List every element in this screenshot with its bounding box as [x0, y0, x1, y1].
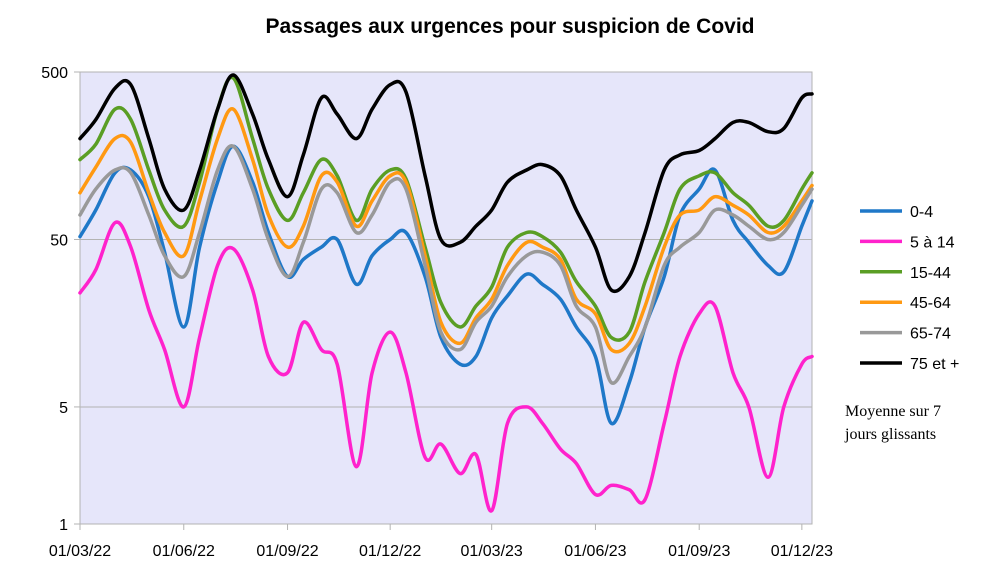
legend: 0-4 5 à 14 15-44 45-64 65-74 75 et +	[860, 204, 959, 373]
series-line-2	[78, 75, 814, 342]
x-tick-label: 01/06/22	[153, 543, 215, 560]
y-tick-label: 1	[59, 517, 68, 534]
chart-title: Passages aux urgences pour suspicion de …	[266, 15, 755, 38]
x-axis: 01/03/22 01/06/22 01/09/22 01/12/22 01/03/23…	[49, 524, 833, 560]
series-line-4	[78, 144, 814, 385]
y-tick-label: 500	[41, 65, 68, 82]
x-tick-label: 01/12/22	[359, 543, 421, 560]
legend-label: 75 et +	[910, 356, 959, 373]
legend-label: 0-4	[910, 204, 933, 221]
legend-label: 65-74	[910, 326, 951, 343]
x-tick-label: 01/03/23	[461, 543, 523, 560]
series-line-3	[78, 107, 814, 354]
series-line-1	[78, 220, 814, 513]
x-tick-label: 01/09/22	[256, 543, 318, 560]
series-line-0	[78, 144, 814, 426]
x-tick-label: 01/12/23	[771, 543, 833, 560]
annotation-line-1: Moyenne sur 7	[845, 403, 941, 420]
annotation-line-2: jours glissants	[844, 426, 936, 443]
y-axis: 1 5 50 500	[41, 65, 80, 534]
y-tick-label: 5	[59, 400, 68, 417]
series-lines	[78, 73, 814, 513]
x-tick-label: 01/09/23	[668, 543, 730, 560]
x-tick-label: 01/03/22	[49, 543, 111, 560]
legend-label: 15-44	[910, 265, 951, 282]
x-tick-label: 01/06/23	[564, 543, 626, 560]
legend-label: 5 à 14	[910, 234, 955, 251]
legend-label: 45-64	[910, 295, 951, 312]
series-line-5	[78, 73, 814, 293]
y-tick-label: 50	[50, 232, 68, 249]
